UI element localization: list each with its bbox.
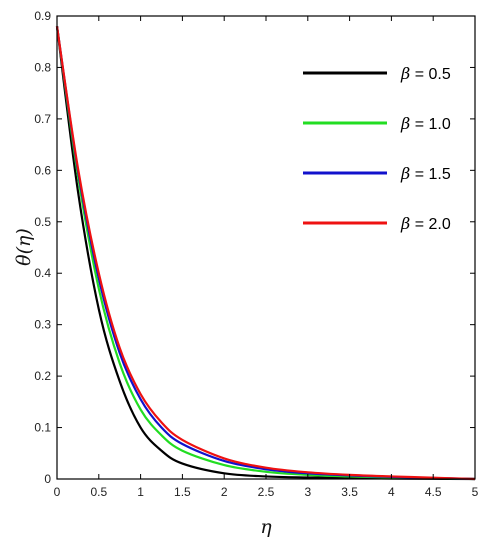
legend: β = 0.5 β = 1.0 β = 1.5 β = 2.0 <box>303 64 451 233</box>
y-tick-label: 0 <box>44 472 51 486</box>
x-tick-label: 3 <box>304 485 311 499</box>
x-axis-ticks: 0 0.5 1 1.5 2 2.5 3 3.5 4 4.5 5 <box>54 16 479 499</box>
x-tick-label: 0 <box>54 485 61 499</box>
x-tick-label: 1.5 <box>174 485 191 499</box>
plot-area <box>55 26 476 481</box>
y-tick-label: 0.5 <box>34 215 51 229</box>
x-tick-label: 2 <box>221 485 228 499</box>
y-tick-label: 0.1 <box>34 421 51 435</box>
y-tick-label: 0.8 <box>34 60 51 74</box>
y-tick-label: 0.4 <box>34 266 51 280</box>
y-axis-ticks: 0 0.1 0.2 0.3 0.4 0.5 0.6 0.7 0.8 0.9 <box>34 9 475 486</box>
y-tick-label: 0.2 <box>34 369 51 383</box>
x-tick-label: 0.5 <box>90 485 107 499</box>
x-tick-label: 5 <box>472 485 479 499</box>
series-line-4 <box>55 26 476 481</box>
x-tick-label: 1 <box>137 485 144 499</box>
y-tick-label: 0.9 <box>34 9 51 23</box>
x-tick-label: 4.5 <box>425 485 442 499</box>
x-tick-label: 3.5 <box>341 485 358 499</box>
legend-label-1: β = 0.5 <box>400 64 451 83</box>
x-tick-label: 2.5 <box>258 485 275 499</box>
legend-label-2: β = 1.0 <box>400 114 451 133</box>
y-tick-label: 0.7 <box>34 112 51 126</box>
y-tick-label: 0.6 <box>34 163 51 177</box>
y-tick-label: 0.3 <box>34 318 51 332</box>
legend-label-4: β = 2.0 <box>400 214 451 233</box>
x-axis-label: η <box>260 516 272 538</box>
x-tick-label: 4 <box>388 485 395 499</box>
legend-label-3: β = 1.5 <box>400 164 451 183</box>
series-line-1 <box>55 26 476 481</box>
y-axis-label: θ(η) <box>13 228 35 266</box>
